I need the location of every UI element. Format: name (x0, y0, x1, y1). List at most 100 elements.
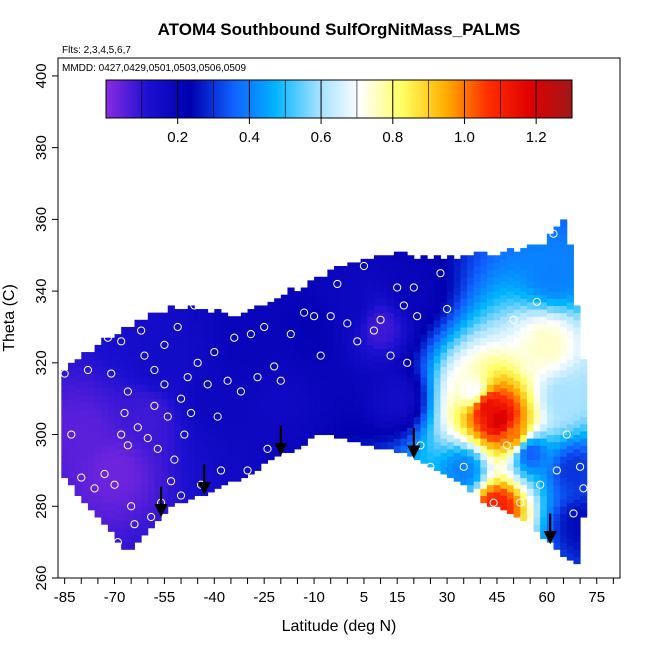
heatmap-cell (194, 445, 202, 453)
heatmap-cell (340, 266, 348, 274)
colorbar-tick-label: 1.0 (454, 129, 475, 146)
heatmap-cell (453, 409, 461, 418)
heatmap-cell (380, 269, 388, 278)
heatmap-cell (274, 326, 282, 335)
sample-point (123, 441, 132, 450)
heatmap-cell (513, 323, 521, 332)
heatmap-cell (327, 305, 335, 314)
heatmap-cell (161, 355, 169, 364)
heatmap-cell (360, 430, 368, 439)
heatmap-cell (486, 298, 495, 306)
heatmap-cell (506, 427, 515, 436)
heatmap-cell (334, 344, 342, 353)
heatmap-cell (560, 377, 568, 385)
heatmap-cell (440, 344, 448, 353)
heatmap-cell (506, 362, 515, 371)
heatmap-cell (254, 319, 262, 328)
heatmap-cell (174, 416, 182, 425)
heatmap-cell (234, 337, 242, 346)
heatmap-cell (254, 405, 262, 414)
heatmap-cell (553, 276, 561, 285)
heatmap-cell (287, 301, 295, 310)
heatmap-cell (566, 273, 574, 281)
heatmap-cell (107, 509, 116, 518)
heatmap-cell (327, 398, 335, 407)
heatmap-cell (334, 416, 342, 425)
heatmap-cell (420, 405, 428, 414)
heatmap-cell (187, 484, 195, 493)
heatmap-cell (147, 520, 155, 529)
heatmap-cell (294, 312, 302, 321)
heatmap-cell (274, 434, 282, 443)
heatmap-cell (94, 423, 102, 432)
heatmap-cell (506, 248, 515, 256)
heatmap-cell (240, 398, 249, 407)
heatmap-cell (227, 380, 235, 389)
x-tick-label: 75 (588, 589, 605, 606)
heatmap-cell (353, 370, 362, 378)
heatmap-cell (220, 413, 229, 421)
x-axis: -85 -70 -55 -40 -25 -10 5 15 30 45 60 75 (54, 578, 614, 606)
heatmap-cell (447, 291, 455, 299)
heatmap-cell (526, 352, 535, 360)
heatmap-cell (340, 323, 348, 332)
sample-point (516, 498, 525, 507)
heatmap-cell (307, 344, 315, 353)
heatmap-cell (493, 370, 501, 378)
heatmap-cell (506, 420, 515, 428)
heatmap-cell (254, 456, 262, 464)
heatmap-cell (187, 326, 195, 335)
heatmap-cell (380, 291, 388, 299)
heatmap-cell (533, 459, 541, 468)
sample-point (166, 477, 176, 486)
heatmap-cell (227, 316, 235, 324)
heatmap-cell (407, 355, 415, 364)
heatmap-cell (373, 413, 382, 421)
heatmap-cell (134, 355, 142, 364)
heatmap-cell (493, 477, 501, 486)
heatmap-cell (560, 398, 568, 407)
heatmap-cell (560, 319, 568, 328)
x-tick-label: 5 (360, 589, 368, 606)
heatmap-cell (267, 402, 275, 410)
heatmap-cell (320, 334, 328, 342)
heatmap-cell (154, 377, 162, 385)
heatmap-cell (94, 352, 102, 360)
heatmap-cell (121, 384, 129, 393)
heatmap-cell (533, 387, 541, 396)
heatmap-cell (460, 298, 468, 306)
sample-point (299, 308, 309, 317)
heatmap-cell (174, 366, 182, 375)
heatmap-cell (467, 262, 475, 271)
heatmap-cell (573, 348, 581, 357)
heatmap-cell (240, 434, 249, 443)
heatmap-cell (353, 269, 362, 278)
heatmap-cell (493, 312, 501, 321)
heatmap-cell (427, 445, 435, 453)
heatmap-cell (267, 452, 275, 461)
heatmap-cell (181, 438, 189, 446)
sample-point (399, 301, 408, 310)
heatmap-cell (480, 387, 488, 396)
heatmap-cell (327, 319, 335, 328)
x-tick-label: 15 (389, 589, 406, 606)
heatmap-cell (167, 398, 175, 407)
heatmap-cell (187, 305, 195, 314)
heatmap-cell (467, 420, 475, 428)
heatmap-cell (560, 233, 568, 242)
heatmap-cell (87, 466, 96, 475)
heatmap-cell (546, 484, 554, 493)
heatmap-cell (513, 481, 521, 489)
heatmap-cell (307, 409, 315, 418)
heatmap-cell (61, 448, 69, 457)
heatmap-cell (87, 380, 96, 389)
heatmap-cell (334, 294, 342, 303)
heatmap-cell (387, 405, 395, 414)
heatmap-cell (400, 438, 408, 446)
heatmap-cell (67, 463, 76, 471)
heatmap-cell (267, 366, 275, 375)
heatmap-cell (107, 481, 116, 489)
heatmap-cell (400, 359, 408, 367)
heatmap-cell (154, 470, 162, 479)
heatmap-cell (227, 387, 235, 396)
